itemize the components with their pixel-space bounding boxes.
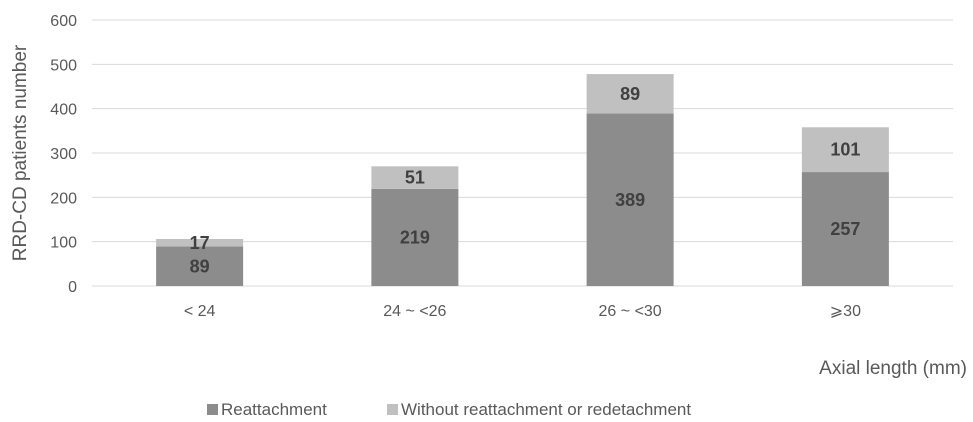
bar-segment (156, 239, 244, 247)
legend-label: Reattachment (221, 400, 327, 419)
data-label: 389 (615, 190, 645, 210)
bars (156, 74, 889, 286)
y-tick-label: 300 (50, 146, 77, 163)
x-tick-label: ⩾30 (830, 303, 861, 320)
y-tick-label: 0 (68, 279, 77, 296)
data-label: 101 (830, 140, 860, 160)
legend-swatch (387, 404, 398, 415)
y-tick-label: 200 (50, 190, 77, 207)
bar-segment (801, 127, 889, 173)
legend-swatch (207, 404, 218, 415)
data-label: 89 (190, 256, 210, 276)
y-tick-label: 100 (50, 235, 77, 252)
y-tick-label: 600 (50, 13, 77, 30)
x-tick-label: < 24 (184, 303, 216, 320)
bar-segment (371, 166, 459, 189)
x-axis-ticks: < 24 24 ~ <26 26 ~ <30 ⩾30 (184, 303, 861, 320)
data-label: 17 (190, 233, 210, 253)
data-label: 51 (405, 168, 425, 188)
legend-label: Without reattachment or redetachment (401, 400, 691, 419)
data-label: 257 (830, 219, 860, 239)
y-tick-label: 400 (50, 102, 77, 119)
x-tick-label: 26 ~ <30 (599, 303, 662, 320)
y-tick-label: 500 (50, 57, 77, 74)
bar-segment (586, 74, 674, 114)
legend: Reattachment Without reattachment or rede… (207, 400, 691, 419)
bar-segment (586, 113, 674, 286)
x-tick-label: 24 ~ <26 (383, 303, 446, 320)
bar-segment (801, 172, 889, 286)
data-label: 89 (620, 84, 640, 104)
data-labels: 89 17 219 51 389 89 257 101 (190, 84, 861, 276)
data-label: 219 (400, 227, 430, 247)
bar-segment (156, 246, 244, 286)
y-axis-ticks: 0 100 200 300 400 500 600 (50, 13, 77, 296)
bar-segment (371, 188, 459, 286)
x-axis-title: Axial length (mm) (819, 358, 967, 379)
y-axis-title: RRD-CD patients number (10, 44, 31, 261)
